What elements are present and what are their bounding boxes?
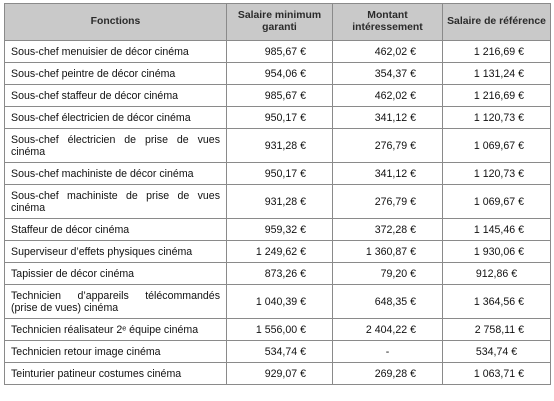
cell-fonction: Tapissier de décor cinéma (4, 262, 227, 285)
table-row: Superviseur d’effets physiques cinéma 1 … (4, 240, 551, 263)
cell-montant-interessement: - (332, 340, 443, 363)
cell-salaire-reference: 1 930,06 € (442, 240, 551, 263)
cell-montant-interessement: 2 404,22 € (332, 318, 443, 341)
cell-salaire-minimum: 1 040,39 € (226, 284, 333, 319)
header-fonctions: Fonctions (4, 3, 227, 41)
cell-montant-interessement: 79,20 € (332, 262, 443, 285)
table-row: Sous-chef peintre de décor cinéma 954,06… (4, 62, 551, 85)
cell-salaire-reference: 1 145,46 € (442, 218, 551, 241)
cell-montant-interessement: 648,35 € (332, 284, 443, 319)
cell-fonction: Technicien réalisateur 2ᵉ équipe cinéma (4, 318, 227, 341)
header-salaire-minimum: Salaire minimum garanti (226, 3, 333, 41)
cell-fonction: Teinturier patineur costumes cinéma (4, 362, 227, 385)
cell-fonction: Staffeur de décor cinéma (4, 218, 227, 241)
cell-montant-interessement: 341,12 € (332, 162, 443, 185)
cell-salaire-reference: 1 131,24 € (442, 62, 551, 85)
cell-salaire-minimum: 959,32 € (226, 218, 333, 241)
cell-montant-interessement: 462,02 € (332, 40, 443, 63)
cell-salaire-minimum: 931,28 € (226, 128, 333, 163)
salary-table: Fonctions Salaire minimum garanti Montan… (4, 3, 551, 385)
cell-salaire-reference: 1 069,67 € (442, 128, 551, 163)
cell-montant-interessement: 462,02 € (332, 84, 443, 107)
cell-montant-interessement: 341,12 € (332, 106, 443, 129)
cell-salaire-reference: 1 069,67 € (442, 184, 551, 219)
table-row: Technicien d’appareils télécommandés (pr… (4, 284, 551, 319)
cell-salaire-reference: 1 120,73 € (442, 162, 551, 185)
table-row: Technicien réalisateur 2ᵉ équipe cinéma … (4, 318, 551, 341)
cell-salaire-minimum: 534,74 € (226, 340, 333, 363)
table-row: Tapissier de décor cinéma 873,26 € 79,20… (4, 262, 551, 285)
cell-salaire-minimum: 985,67 € (226, 40, 333, 63)
cell-montant-interessement: 372,28 € (332, 218, 443, 241)
cell-salaire-minimum: 1 556,00 € (226, 318, 333, 341)
cell-fonction: Sous-chef machiniste de décor cinéma (4, 162, 227, 185)
table-row: Staffeur de décor cinéma 959,32 € 372,28… (4, 218, 551, 241)
cell-fonction: Superviseur d’effets physiques cinéma (4, 240, 227, 263)
cell-salaire-minimum: 985,67 € (226, 84, 333, 107)
table-row: Sous-chef électricien de prise de vues c… (4, 128, 551, 163)
cell-fonction: Sous-chef électricien de prise de vues c… (4, 128, 227, 163)
cell-montant-interessement: 1 360,87 € (332, 240, 443, 263)
cell-salaire-minimum: 950,17 € (226, 106, 333, 129)
cell-montant-interessement: 276,79 € (332, 128, 443, 163)
cell-fonction: Technicien d’appareils télécommandés (pr… (4, 284, 227, 319)
cell-salaire-reference: 1 216,69 € (442, 40, 551, 63)
header-montant-interessement: Montant intéressement (332, 3, 443, 41)
cell-salaire-reference: 1 120,73 € (442, 106, 551, 129)
table-row: Sous-chef machiniste de décor cinéma 950… (4, 162, 551, 185)
header-salaire-reference: Salaire de référence (442, 3, 551, 41)
cell-salaire-reference: 1 216,69 € (442, 84, 551, 107)
cell-salaire-minimum: 1 249,62 € (226, 240, 333, 263)
cell-salaire-reference: 1 364,56 € (442, 284, 551, 319)
cell-salaire-minimum: 954,06 € (226, 62, 333, 85)
cell-salaire-minimum: 931,28 € (226, 184, 333, 219)
cell-fonction: Sous-chef machiniste de prise de vues ci… (4, 184, 227, 219)
cell-fonction: Sous-chef peintre de décor cinéma (4, 62, 227, 85)
cell-montant-interessement: 354,37 € (332, 62, 443, 85)
table-row: Technicien retour image cinéma 534,74 € … (4, 340, 551, 363)
table-row: Sous-chef menuisier de décor cinéma 985,… (4, 40, 551, 63)
cell-salaire-minimum: 873,26 € (226, 262, 333, 285)
header-row: Fonctions Salaire minimum garanti Montan… (4, 3, 551, 41)
cell-salaire-reference: 912,86 € (442, 262, 551, 285)
table-row: Sous-chef machiniste de prise de vues ci… (4, 184, 551, 219)
table-row: Sous-chef électricien de décor cinéma 95… (4, 106, 551, 129)
cell-salaire-minimum: 950,17 € (226, 162, 333, 185)
cell-montant-interessement: 276,79 € (332, 184, 443, 219)
cell-salaire-minimum: 929,07 € (226, 362, 333, 385)
cell-fonction: Technicien retour image cinéma (4, 340, 227, 363)
table-row: Teinturier patineur costumes cinéma 929,… (4, 362, 551, 385)
table-row: Sous-chef staffeur de décor cinéma 985,6… (4, 84, 551, 107)
cell-salaire-reference: 534,74 € (442, 340, 551, 363)
cell-fonction: Sous-chef menuisier de décor cinéma (4, 40, 227, 63)
cell-salaire-reference: 1 063,71 € (442, 362, 551, 385)
cell-fonction: Sous-chef staffeur de décor cinéma (4, 84, 227, 107)
cell-fonction: Sous-chef électricien de décor cinéma (4, 106, 227, 129)
cell-montant-interessement: 269,28 € (332, 362, 443, 385)
cell-salaire-reference: 2 758,11 € (442, 318, 551, 341)
